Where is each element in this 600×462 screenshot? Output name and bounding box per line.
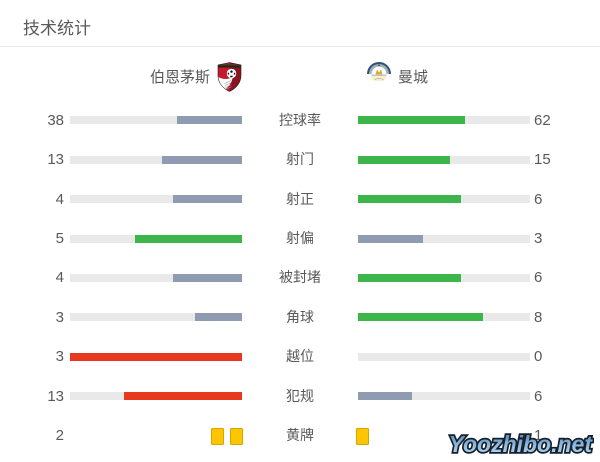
svg-text:Yoozhibo.net: Yoozhibo.net (448, 431, 593, 457)
